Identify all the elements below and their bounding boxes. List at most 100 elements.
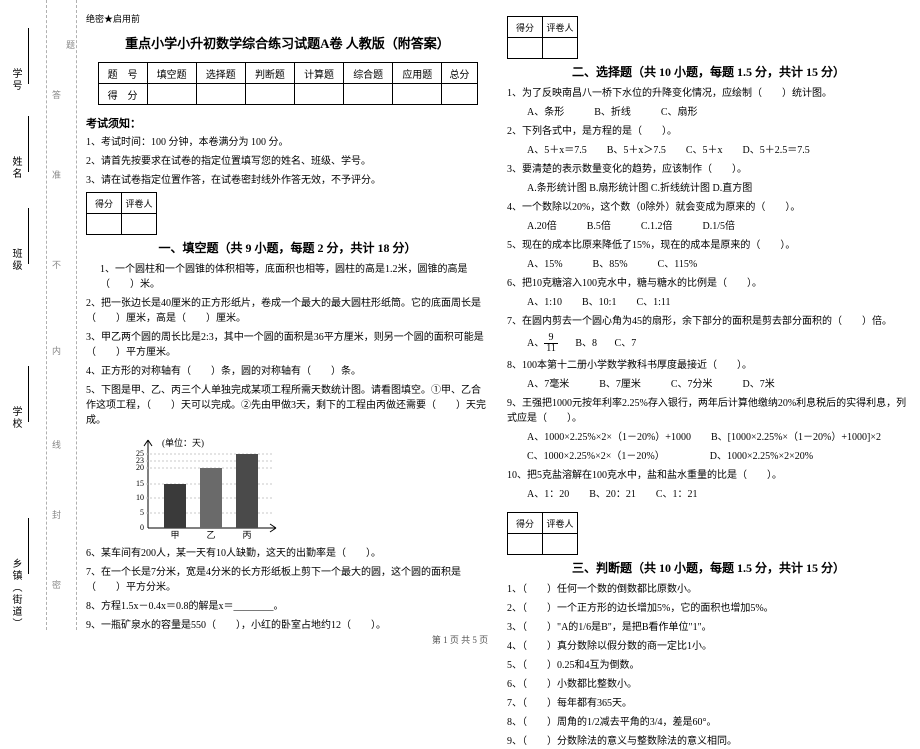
gutter-underline <box>28 28 29 84</box>
gutter-inner-line <box>46 0 47 630</box>
score-header: 判断题 <box>245 63 294 84</box>
q-choice-7: 7、在圆内剪去一个圆心角为45的扇形，余下部分的面积是剪去部分面积的（ ）倍。 <box>507 314 910 329</box>
score-cell <box>147 84 196 105</box>
q-choice-8: 8、100本第十二册小学数学教科书厚度最接近（ ）。 <box>507 358 910 373</box>
q-fill-4: 4、正方形的对称轴有（ ）条，圆的对称轴有（ ）条。 <box>86 364 489 379</box>
score-header: 填空题 <box>147 63 196 84</box>
secret-label: 绝密★启用前 <box>86 12 489 25</box>
section3-title: 三、判断题（共 10 小题，每题 1.5 分，共计 15 分） <box>507 559 910 576</box>
minibox-cell <box>508 534 543 555</box>
q-choice-5-opts: A、15% B、85% C、115% <box>507 257 910 272</box>
q-fill-3: 3、甲乙两个圆的周长比是2:3，其中一个圆的面积是36平方厘米，则另一个圆的面积… <box>86 330 489 360</box>
gutter-field-label: 乡镇（街道） <box>8 558 23 630</box>
score-cell <box>196 84 245 105</box>
q-choice-10-opts: A、1：20 B、20：21 C、1：21 <box>507 487 910 502</box>
svg-text:甲: 甲 <box>170 530 179 540</box>
page-footer: 第 1 页 共 5 页 <box>0 633 920 646</box>
gutter-seal-char: 密 <box>50 580 63 589</box>
q-choice-6-opts: A、1:10 B、10:1 C、1:11 <box>507 295 910 310</box>
score-header: 计算题 <box>295 63 344 84</box>
svg-text:乙: 乙 <box>206 530 215 540</box>
bar-chart-svg: (单位：天) 25 23 20 15 10 5 0 甲 <box>116 432 286 542</box>
svg-text:丙: 丙 <box>242 530 251 540</box>
gutter-underline <box>28 518 29 574</box>
q-fill-7: 7、在一个长是7分米，宽是4分米的长方形纸板上剪下一个最大的圆，这个圆的面积是（… <box>86 565 489 595</box>
q-judge: 6、（ ）小数都比整数小。 <box>507 677 910 692</box>
section2-title: 二、选择题（共 10 小题，每题 1.5 分，共计 15 分） <box>507 63 910 80</box>
q-judge: 1、（ ）任何一个数的倒数都比原数小。 <box>507 582 910 597</box>
q-fill-6: 6、某车间有200人，某一天有10人缺勤，这天的出勤率是（ ）。 <box>86 546 489 561</box>
minibox-h: 得分 <box>87 193 122 214</box>
opt-a-label: A、 <box>527 338 544 349</box>
notice-item: 3、请在试卷指定位置作答，在试卷密封线外作答无效，不予评分。 <box>86 173 489 188</box>
q-judge: 5、（ ）0.25和4互为倒数。 <box>507 658 910 673</box>
grader-box: 得分评卷人 <box>507 16 578 59</box>
gutter-field-label: 姓名 <box>8 156 23 180</box>
gutter-seal-char: 题 <box>64 40 77 49</box>
gutter-seal-char: 线 <box>50 440 63 449</box>
gutter-field-label: 学校 <box>8 406 23 430</box>
exam-page: 学号姓名班级学校乡镇（街道）答准不内线封密题 绝密★启用前 重点小学小升初数学综… <box>0 0 920 650</box>
score-table: 题 号 填空题 选择题 判断题 计算题 综合题 应用题 总分 得 分 <box>98 62 478 105</box>
right-column: 得分评卷人 二、选择题（共 10 小题，每题 1.5 分，共计 15 分） 1、… <box>507 12 910 630</box>
left-column: 绝密★启用前 重点小学小升初数学综合练习试题A卷 人教版（附答案） 题 号 填空… <box>86 12 489 630</box>
q-choice-3: 3、要清楚的表示数量变化的趋势，应该制作（ ）。 <box>507 162 910 177</box>
q-choice-8-opts: A、7毫米 B、7厘米 C、7分米 D、7米 <box>507 377 910 392</box>
q-choice-2: 2、下列各式中，是方程的是（ ）。 <box>507 124 910 139</box>
q-fill-9: 9、一瓶矿泉水的容量是550（ ），小红的卧室占地约12（ ）。 <box>86 618 489 633</box>
q-fill-1: 1、一个圆柱和一个圆锥的体积相等，底面积也相等，圆柱的高是1.2米，圆锥的高是（… <box>86 262 489 292</box>
score-cell <box>245 84 294 105</box>
section1-title: 一、填空题（共 9 小题，每题 2 分，共计 18 分） <box>86 239 489 256</box>
minibox-cell <box>508 38 543 59</box>
gutter-field-label: 班级 <box>8 248 23 272</box>
svg-text:15: 15 <box>136 479 144 488</box>
fraction-icon: 911 <box>544 333 558 354</box>
q-choice-9-opts1: A、1000×2.25%×2×（1－20%）+1000 B、[1000×2.25… <box>507 430 910 445</box>
exam-title: 重点小学小升初数学综合练习试题A卷 人教版（附答案） <box>86 33 489 52</box>
q-choice-1: 1、为了反映南昌八一桥下水位的升降变化情况，应绘制（ ）统计图。 <box>507 86 910 101</box>
minibox-h: 得分 <box>508 17 543 38</box>
score-cell <box>295 84 344 105</box>
q-choice-9-opts2: C、1000×2.25%×2×（1－20%） D、1000×2.25%×2×20… <box>507 449 910 464</box>
minibox-h: 得分 <box>508 513 543 534</box>
gutter-seal-char: 内 <box>50 346 63 355</box>
minibox-cell <box>543 534 578 555</box>
svg-text:0: 0 <box>140 523 144 532</box>
minibox-cell <box>87 214 122 235</box>
score-header: 综合题 <box>344 63 393 84</box>
gutter-seal-char: 准 <box>50 170 63 179</box>
grader-box: 得分评卷人 <box>507 512 578 555</box>
q-fill-2: 2、把一张边长是40厘米的正方形纸片，卷成一个最大的最大圆柱形纸筒。它的底面周长… <box>86 296 489 326</box>
gutter-seal-char: 不 <box>50 260 63 269</box>
bar-chart: (单位：天) 25 23 20 15 10 5 0 甲 <box>116 432 286 542</box>
q-judge: 2、（ ）一个正方形的边长增加5%，它的面积也增加5%。 <box>507 601 910 616</box>
minibox-h: 评卷人 <box>543 513 578 534</box>
score-header: 总分 <box>442 63 477 84</box>
score-header: 选择题 <box>196 63 245 84</box>
q-choice-4: 4、一个数除以20%，这个数（0除外）就会变成为原来的（ ）。 <box>507 200 910 215</box>
score-cell <box>393 84 442 105</box>
gutter-seal-char: 答 <box>50 90 63 99</box>
q-judge: 7、（ ）每年都有365天。 <box>507 696 910 711</box>
gutter-underline <box>28 116 29 172</box>
gutter-underline <box>28 208 29 264</box>
notice-item: 2、请首先按要求在试卷的指定位置填写您的姓名、班级、学号。 <box>86 154 489 169</box>
q-choice-3-opts: A.条形统计图 B.扇形统计图 C.折线统计图 D.直方图 <box>507 181 910 196</box>
q-choice-2-opts: A、5＋x＝7.5 B、5＋x＞7.5 C、5＋x D、5＋2.5＝7.5 <box>507 143 910 158</box>
q-choice-6: 6、把10克糖溶入100克水中，糖与糖水的比例是（ ）。 <box>507 276 910 291</box>
grader-box: 得分评卷人 <box>86 192 157 235</box>
chart-unit-label: (单位：天) <box>162 437 204 448</box>
q-choice-7-opts: A、911 B、8 C、7 <box>507 333 910 354</box>
q-fill-8: 8、方程1.5x－0.4x＝0.8的解是x＝________。 <box>86 599 489 614</box>
q-choice-4-opts: A.20倍 B.5倍 C.1.2倍 D.1/5倍 <box>507 219 910 234</box>
binding-gutter: 学号姓名班级学校乡镇（街道）答准不内线封密题 <box>0 0 77 630</box>
minibox-cell <box>122 214 157 235</box>
content-columns: 绝密★启用前 重点小学小升初数学综合练习试题A卷 人教版（附答案） 题 号 填空… <box>86 12 910 630</box>
score-header: 题 号 <box>98 63 147 84</box>
q-judge: 8、（ ）周角的1/2减去平角的3/4，差是60°。 <box>507 715 910 730</box>
score-cell <box>442 84 477 105</box>
svg-text:20: 20 <box>136 463 144 472</box>
opt-b: B、8 <box>575 338 597 349</box>
q-choice-5: 5、现在的成本比原来降低了15%，现在的成本是原来的（ ）。 <box>507 238 910 253</box>
gutter-underline <box>28 366 29 422</box>
